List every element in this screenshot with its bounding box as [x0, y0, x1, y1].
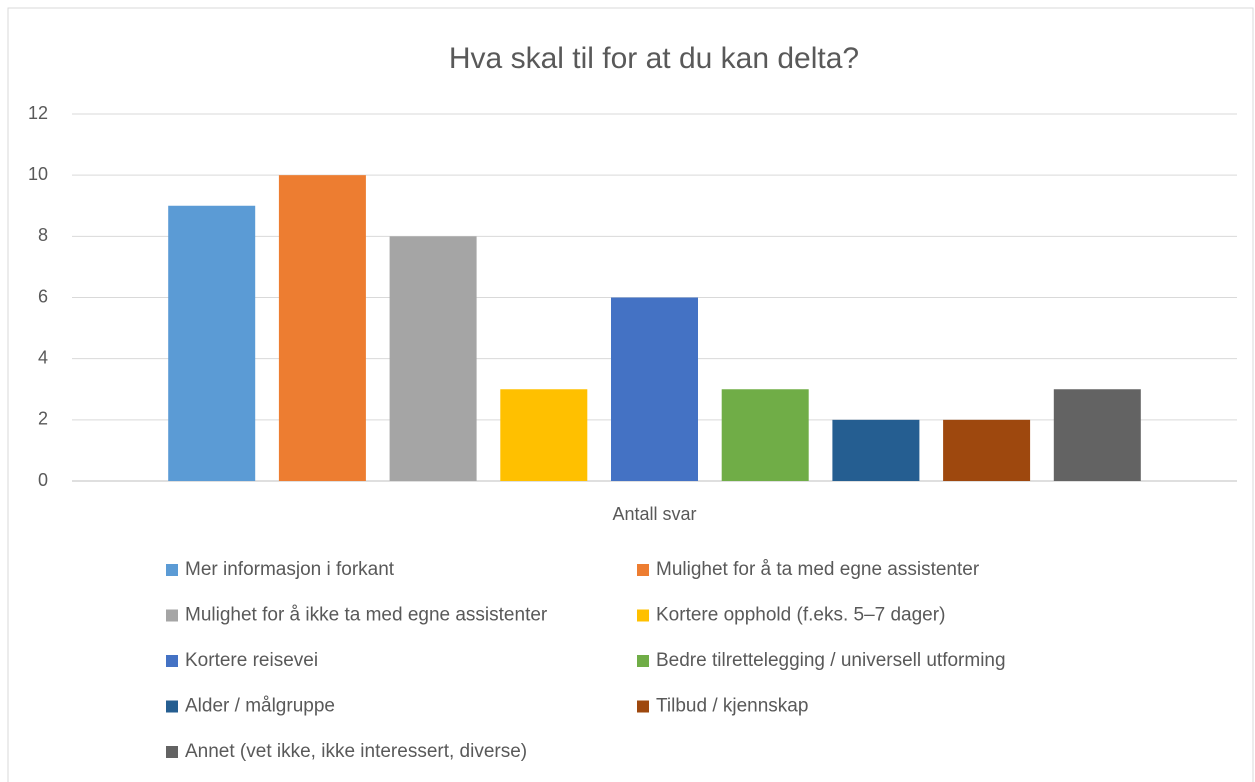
- legend-label: Alder / målgruppe: [185, 696, 335, 717]
- legend-swatch: [637, 609, 649, 622]
- bar: [168, 205, 256, 481]
- legend-label: Tilbud / kjennskap: [656, 696, 808, 717]
- bar: [832, 419, 920, 481]
- legend-swatch: [166, 655, 178, 667]
- bar: [389, 236, 477, 481]
- legend-swatch: [166, 564, 178, 576]
- bar: [278, 175, 366, 481]
- bar: [721, 389, 809, 481]
- legend-swatch: [166, 609, 178, 622]
- bar: [500, 389, 588, 481]
- legend-label: Kortere opphold (f.eks. 5–7 dager): [656, 605, 945, 626]
- legend-label: Mer informasjon i forkant: [185, 559, 395, 580]
- y-tick-label: 4: [38, 347, 48, 367]
- chart-title: Hva skal til for at du kan delta?: [449, 42, 859, 75]
- y-tick-label: 6: [38, 286, 48, 306]
- bar: [943, 419, 1031, 481]
- legend-swatch: [637, 564, 649, 576]
- y-tick-label: 8: [38, 225, 48, 245]
- legend-label: Mulighet for å ikke ta med egne assisten…: [185, 605, 548, 626]
- legend-swatch: [166, 746, 178, 758]
- y-tick-label: 2: [38, 409, 48, 429]
- y-tick-label: 10: [28, 164, 48, 184]
- legend-label: Annet (vet ikke, ikke interessert, diver…: [185, 741, 527, 762]
- legend-label: Bedre tilrettelegging / universell utfor…: [656, 650, 1006, 671]
- bar: [611, 297, 698, 481]
- bar: [1053, 389, 1141, 481]
- legend-label: Mulighet for å ta med egne assistenter: [656, 559, 980, 580]
- legend-swatch: [637, 700, 649, 713]
- x-tick-label: Antall svar: [612, 504, 696, 524]
- legend-label: Kortere reisevei: [185, 650, 318, 671]
- legend-swatch: [637, 655, 649, 667]
- y-tick-label: 0: [38, 470, 48, 490]
- legend-swatch: [166, 700, 178, 713]
- y-tick-label: 12: [28, 103, 48, 123]
